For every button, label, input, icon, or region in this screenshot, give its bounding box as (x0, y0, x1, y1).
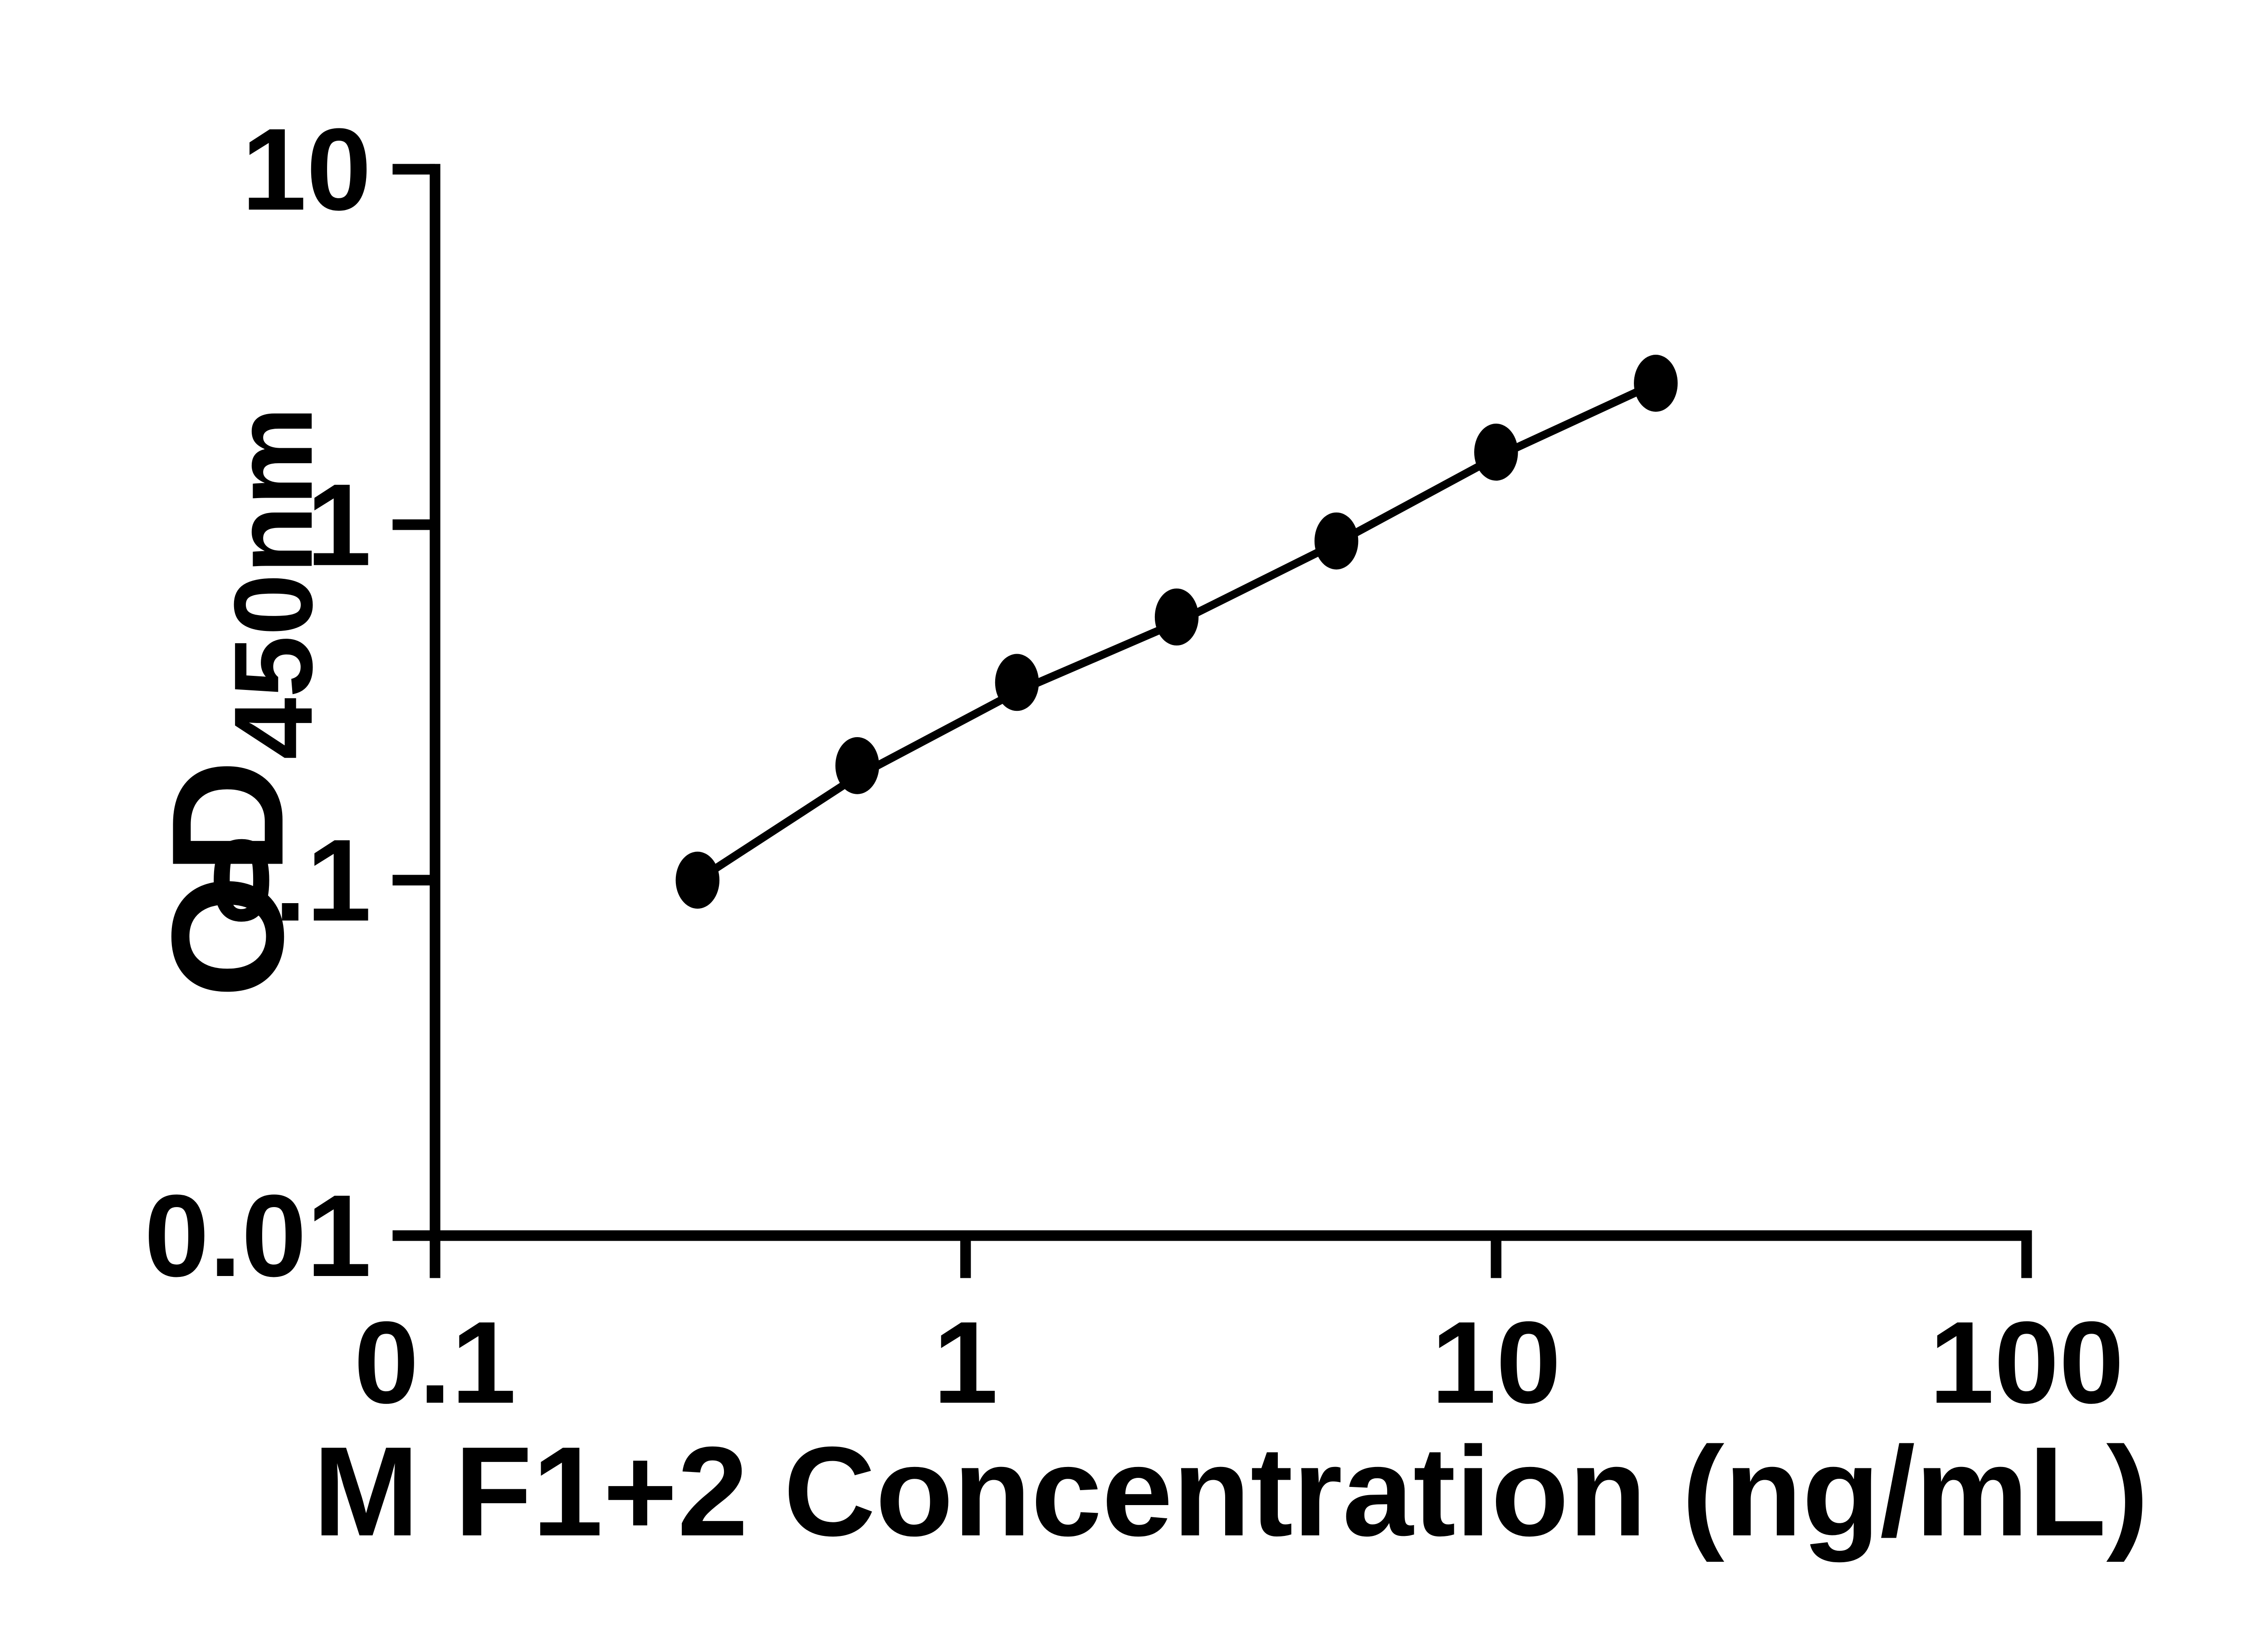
y-tick-label: 0.1 (209, 815, 371, 945)
y-tick-label: 10 (242, 104, 371, 235)
data-point-marker (1154, 588, 1199, 646)
axis-ticks (392, 164, 2032, 1278)
axes (430, 164, 2032, 1241)
data-point-marker (1474, 423, 1518, 481)
data-points (675, 355, 1678, 909)
data-point-marker (1314, 512, 1359, 570)
data-point-marker (835, 737, 880, 794)
x-axis-title: M F1+2 Concentration (ng/mL) (313, 1421, 2149, 1563)
y-tick-label: 1 (307, 460, 371, 590)
chart-background (0, 20, 2268, 1613)
x-tick-label: 10 (1431, 1297, 1561, 1428)
x-tick-label: 100 (1929, 1297, 2124, 1428)
y-axis-title: OD450nm (139, 406, 336, 998)
y-tick-label: 0.01 (144, 1170, 371, 1301)
data-point-marker (995, 654, 1039, 711)
x-tick-label: 1 (933, 1297, 998, 1428)
y-axis-title-main: OD (139, 759, 317, 998)
y-axis-title-subscript: 450nm (211, 406, 336, 759)
data-point-marker (675, 851, 720, 909)
x-tick-label: 0.1 (354, 1297, 516, 1428)
data-point-marker (1634, 355, 1678, 412)
